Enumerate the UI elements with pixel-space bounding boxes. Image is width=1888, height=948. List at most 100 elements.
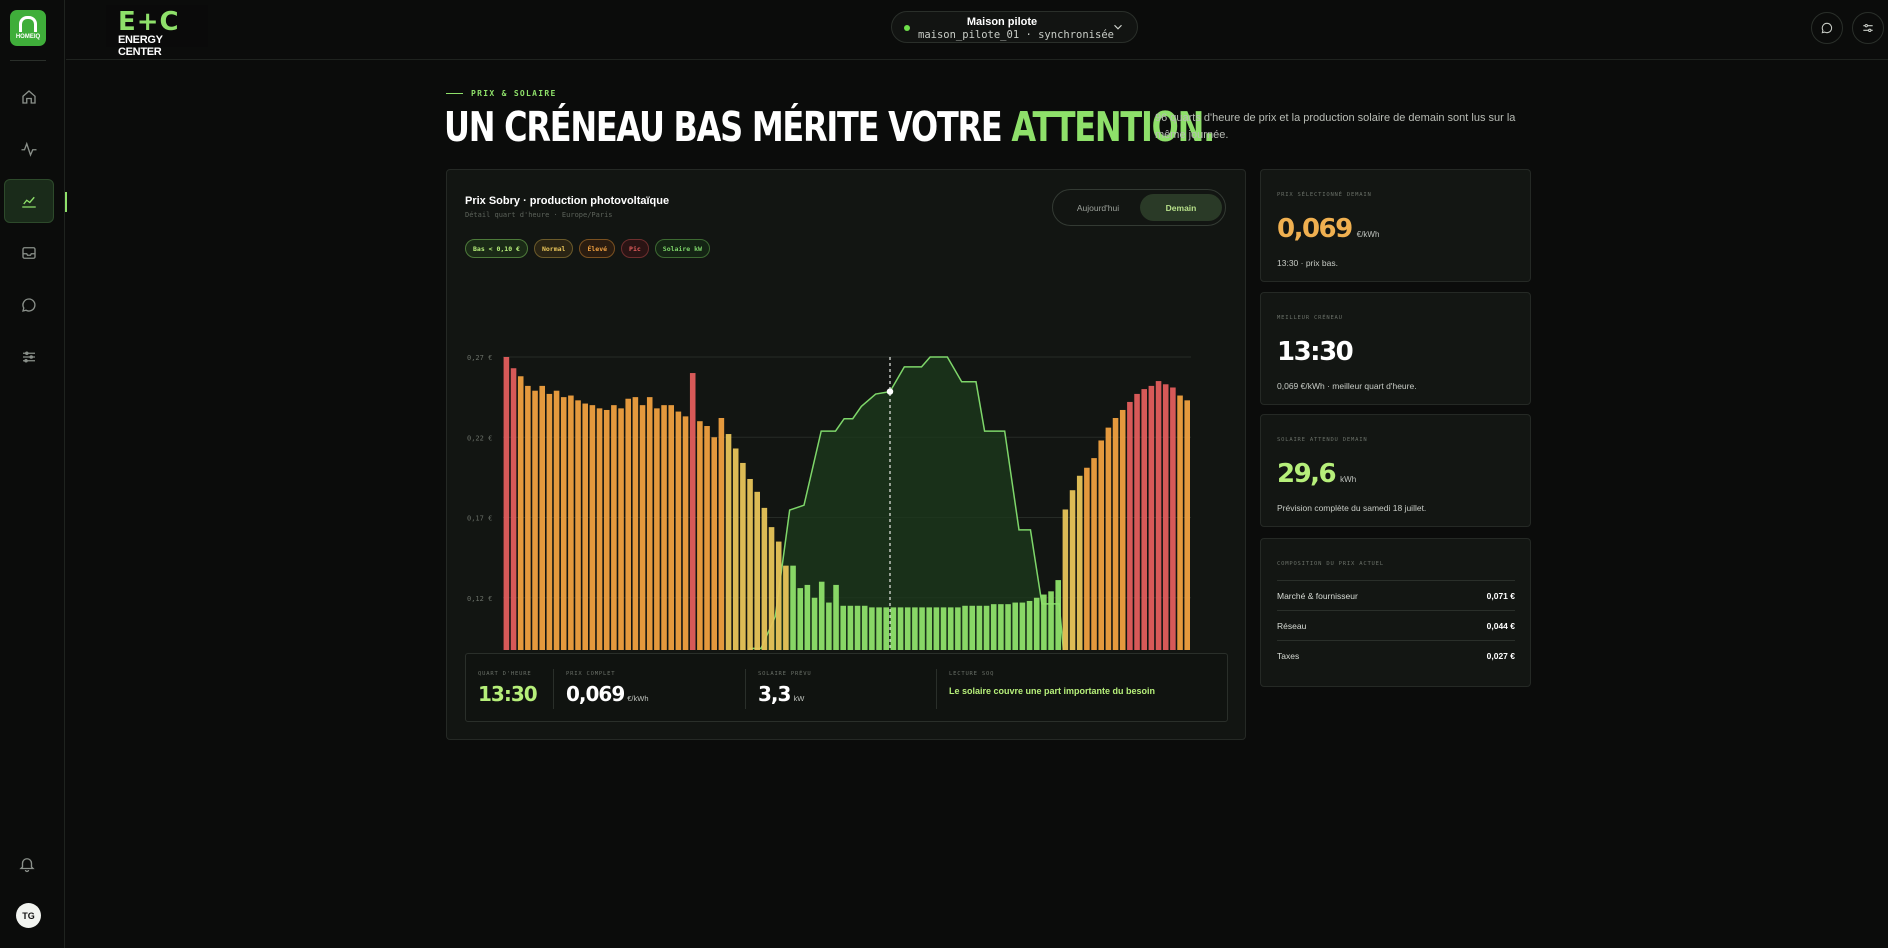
brand-name: ENERGY CENTER: [118, 34, 163, 58]
card-subtitle: Détail quart d'heure · Europe/Paris: [465, 211, 613, 219]
settings-button[interactable]: [1852, 12, 1884, 44]
bell-icon[interactable]: [18, 855, 36, 873]
legend-solar[interactable]: Solaire kW: [654, 239, 710, 258]
legend-peak[interactable]: Pic: [621, 239, 649, 258]
legend-high[interactable]: Élevé: [579, 239, 616, 258]
best-slot-value: 13:30: [1277, 337, 1354, 367]
price-bar: [582, 403, 588, 650]
price-bar: [854, 605, 861, 650]
price-bar: [589, 405, 596, 650]
house-status: maison_pilote_01 · synchronisée: [918, 29, 1114, 41]
sidebar-item-home[interactable]: [4, 75, 54, 119]
solar-forecast-label: SOLAIRE ATTENDU DEMAIN: [1277, 437, 1368, 443]
price-bar: [840, 605, 846, 650]
price-bar: [732, 448, 739, 650]
price-bar: [654, 408, 660, 650]
composition-row: Marché & fournisseur 0,071 €: [1277, 580, 1515, 610]
price-solar-card: Prix Sobry · production photovoltaïque D…: [446, 169, 1246, 740]
composition-row-value: 0,071 €: [1486, 590, 1515, 601]
selected-price-label: PRIX SÉLECTIONNÉ DEMAIN: [1277, 192, 1372, 198]
price-bar: [525, 385, 531, 650]
page-intro: 96 quarts d'heure de prix et la producti…: [1155, 112, 1516, 141]
price-bar: [1026, 600, 1033, 650]
price-bar: [890, 607, 897, 650]
sync-status-dot: [904, 25, 910, 31]
solar-forecast-card: SOLAIRE ATTENDU DEMAIN 29,6 kWh Prévision…: [1260, 414, 1531, 527]
price-bar: [826, 602, 832, 650]
price-bar: [675, 411, 682, 650]
readout-reading-value: Le solaire couvre une part importante du…: [949, 686, 1156, 696]
price-bar: [539, 385, 545, 650]
sidebar-item-charts[interactable]: [4, 179, 67, 223]
price-bar: [976, 605, 983, 650]
legend-normal[interactable]: Normal: [533, 239, 574, 258]
price-bar: [1127, 401, 1133, 650]
house-name: Maison pilote: [966, 16, 1038, 28]
price-bar: [754, 491, 760, 650]
price-bar: [775, 541, 782, 650]
brand-mark: E+C: [118, 7, 180, 37]
price-bar: [869, 607, 875, 650]
legend-low[interactable]: Bas < 0,10 €: [465, 239, 528, 258]
selected-price-value: 0,069: [1277, 214, 1353, 244]
price-bar: [962, 605, 968, 650]
price-bar: [704, 426, 710, 650]
sidebar-item-chat[interactable]: [4, 283, 54, 327]
homeiq-logo[interactable]: HOMEIQ: [10, 10, 46, 46]
energy-center-logo[interactable]: E+C ENERGY CENTER: [106, 5, 208, 58]
composition-row-value: 0,044 €: [1486, 620, 1515, 631]
activity-icon: [21, 141, 37, 157]
page-title-main: UN CRÉNEAU BAS MÉRITE VOTRE: [444, 103, 1012, 151]
price-bar: [926, 607, 932, 650]
solar-area: [748, 357, 1064, 650]
chat-button[interactable]: [1811, 12, 1843, 44]
sidebar-item-settings[interactable]: [4, 335, 54, 379]
price-bar: [883, 607, 889, 650]
chart-legend: Bas < 0,10 € Normal Élevé Pic Solaire kW: [465, 239, 710, 258]
price-bar: [1091, 458, 1097, 650]
readout-solar-value: 3,3: [758, 682, 791, 706]
readout-divider: [745, 669, 746, 709]
price-bar: [1148, 385, 1155, 650]
price-bar: [761, 507, 768, 650]
sidebar-item-activity[interactable]: [4, 127, 54, 171]
price-bar: [1069, 490, 1076, 650]
readout-slot-label: QUART D'HEURE: [478, 671, 532, 677]
tab-tomorrow[interactable]: Demain: [1140, 194, 1222, 221]
chart-icon: [22, 196, 36, 208]
avatar[interactable]: TG: [16, 903, 41, 928]
price-composition-label: COMPOSITION DU PRIX ACTUEL: [1277, 561, 1384, 567]
price-bar: [661, 405, 667, 650]
composition-row-name: Taxes: [1277, 650, 1300, 661]
price-bar: [1105, 427, 1112, 650]
price-bar: [689, 373, 696, 650]
sidebar-item-inbox[interactable]: [4, 231, 54, 275]
selected-price-card: PRIX SÉLECTIONNÉ DEMAIN 0,069 €/kWh 13:30…: [1260, 169, 1531, 282]
price-bar: [532, 390, 538, 650]
price-bar: [897, 607, 904, 650]
price-bar: [618, 408, 624, 650]
tab-today[interactable]: Aujourd'hui: [1076, 202, 1120, 213]
price-bar: [912, 607, 918, 650]
card-title: Prix Sobry · production photovoltaïque: [465, 195, 670, 207]
composition-row: Taxes 0,027 €: [1277, 640, 1515, 670]
price-bar: [646, 397, 653, 650]
y-tick-label: 0,22 €: [467, 434, 492, 442]
price-bar: [919, 607, 925, 650]
price-bar: [811, 597, 818, 650]
house-selector[interactable]: Maison pilote maison_pilote_01 · synchro…: [891, 11, 1138, 43]
sliders-icon: [1863, 23, 1873, 33]
readout-price: PRIX COMPLET 0,069 €/kWh: [566, 671, 649, 706]
page-title-accent: ATTENTION.: [1011, 103, 1215, 151]
price-bar: [1141, 389, 1147, 650]
price-bar: [955, 607, 961, 650]
price-bar: [876, 607, 882, 650]
price-bar: [625, 398, 631, 650]
price-bar: [1062, 509, 1069, 650]
chat-icon: [1821, 22, 1833, 34]
price-bar: [797, 588, 803, 650]
price-solar-chart[interactable]: 0,27 €0,22 €0,17 €0,12 €0,07 € 00h04h08h…: [447, 270, 1247, 650]
readout-reading: LECTURE SOQ Le solaire couvre une part i…: [949, 671, 1155, 696]
price-bar: [510, 368, 517, 650]
composition-row-name: Réseau: [1277, 620, 1307, 631]
